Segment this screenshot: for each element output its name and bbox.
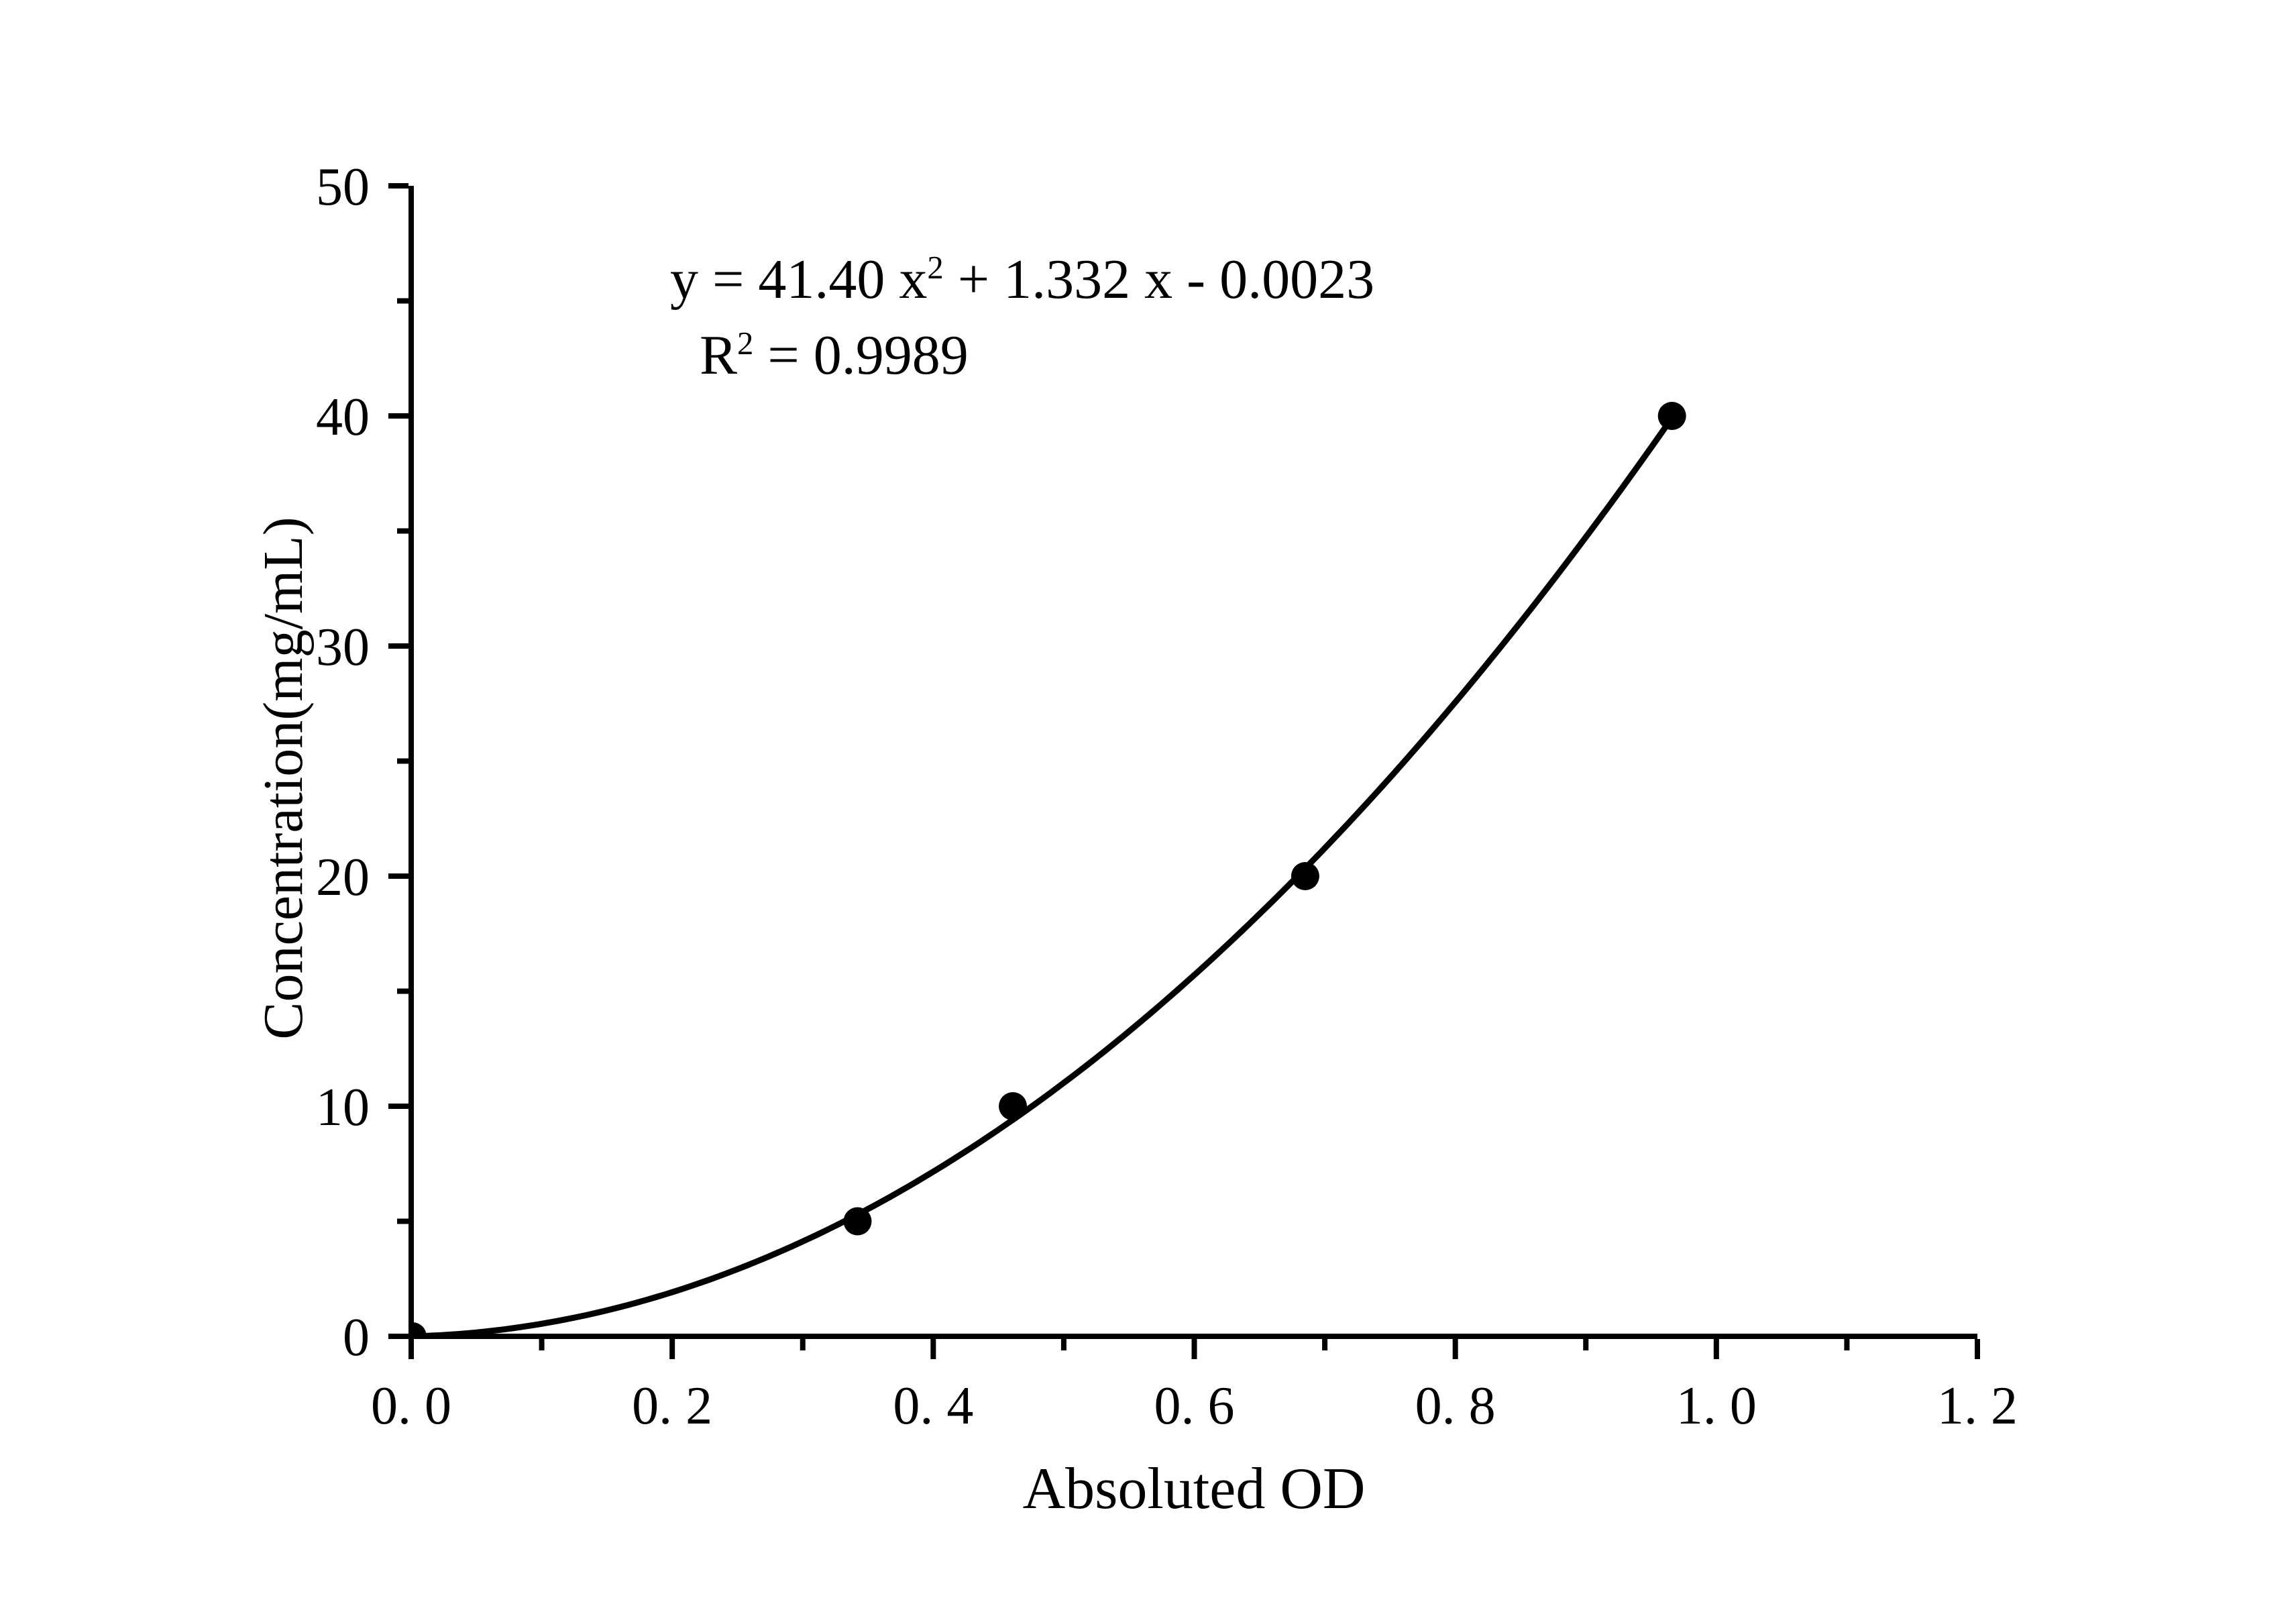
y-tick-label: 40 xyxy=(316,388,370,447)
data-point xyxy=(1657,402,1686,430)
y-tick-label: 10 xyxy=(316,1078,370,1137)
fit-equation-post: + 1.332 x - 0.0023 xyxy=(943,248,1375,311)
y-axis-title: Concentration(mg/mL) xyxy=(252,517,315,1040)
x-tick-label: 1. 0 xyxy=(1676,1377,1757,1436)
y-axis-ticks xyxy=(388,183,408,1339)
r-squared-pre: R xyxy=(700,324,738,386)
fit-equation-exponent: 2 xyxy=(927,250,944,286)
y-tick-label: 0 xyxy=(343,1308,370,1367)
r-squared-post: = 0.9989 xyxy=(753,324,969,386)
fit-curve xyxy=(413,416,1675,1336)
x-tick-label: 1. 2 xyxy=(1937,1377,2018,1436)
x-axis-ticks xyxy=(408,1339,1980,1359)
x-tick-label: 0. 4 xyxy=(893,1377,973,1436)
data-point xyxy=(1291,862,1319,890)
data-point xyxy=(411,1322,427,1336)
x-axis-title: Absoluted OD xyxy=(1022,1456,1366,1521)
data-point xyxy=(843,1207,872,1236)
fit-equation-text: y = 41.40 x2 + 1.332 x - 0.0023 xyxy=(670,252,1374,308)
y-tick-label: 50 xyxy=(316,158,370,217)
x-tick-label: 0. 6 xyxy=(1154,1377,1235,1436)
axis-spines xyxy=(408,186,1977,1339)
x-tick-label: 0. 0 xyxy=(371,1377,451,1436)
fit-equation-pre: y = 41.40 x xyxy=(670,248,928,311)
x-tick-label: 0. 2 xyxy=(632,1377,712,1436)
data-point xyxy=(999,1092,1028,1120)
y-tick-label: 30 xyxy=(316,618,370,677)
r-squared-text: R2 = 0.9989 xyxy=(700,327,969,384)
r-squared-exponent: 2 xyxy=(737,325,754,362)
x-tick-label: 0. 8 xyxy=(1415,1377,1496,1436)
y-tick-label: 20 xyxy=(316,848,370,907)
